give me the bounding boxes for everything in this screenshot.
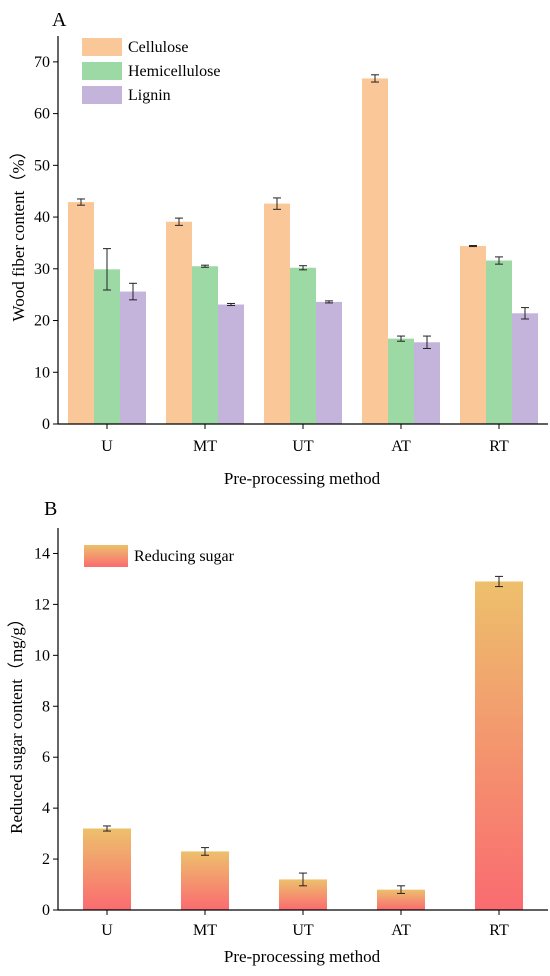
panel-a-legend-label: Hemicellulose — [128, 63, 220, 80]
panel-a-x-tick-label: AT — [391, 438, 411, 455]
panel-a-error-bar — [299, 265, 307, 271]
panel-b-x-tick-label: U — [101, 922, 113, 939]
panel-a-error-bar — [227, 302, 235, 307]
panel-a-x-tick-label: MT — [193, 438, 217, 455]
panel-a-bar-cellulose-at — [362, 78, 388, 425]
panel-a-chart: A 0 10 20 30 40 50 60 70 U MT UT AT RT Cellulose Hemi… — [9, 9, 548, 488]
panel-a-error-bar — [325, 300, 333, 304]
panel-a-bar-hemicellulose-mt — [192, 266, 218, 424]
panel-a-y-tick-label: 30 — [34, 261, 50, 278]
panel-b-bars — [83, 575, 523, 910]
panel-a-y-tick-label: 60 — [34, 106, 50, 123]
panel-a-error-bar — [469, 245, 477, 248]
panel-a-legend-label: Lignin — [128, 87, 171, 104]
panel-a-bar-lignin-mt — [218, 304, 244, 424]
panel-a-y-axis-title: Wood fiber content（%） — [9, 143, 28, 322]
panel-a-bar-cellulose-u — [68, 202, 94, 424]
panel-b-legend-label: Reducing sugar — [134, 548, 235, 565]
panel-label-b: B — [44, 498, 57, 520]
panel-a-error-bar — [103, 248, 111, 291]
panel-b-y-tick-label: 6 — [42, 749, 50, 766]
panel-a-bar-lignin-at — [414, 342, 440, 424]
panel-a-bar-lignin-rt — [512, 313, 538, 424]
panel-a-bar-hemicellulose-ut — [290, 267, 316, 424]
panel-a-bar-hemicellulose-at — [388, 338, 414, 424]
panel-b-error-bar — [299, 872, 307, 887]
panel-a-bar-cellulose-rt — [460, 246, 486, 424]
panel-a-error-bar — [371, 74, 379, 83]
panel-a-legend-label: Cellulose — [128, 39, 188, 56]
panel-a-error-bar — [273, 197, 281, 210]
panel-b-y-tick-label: 10 — [34, 647, 50, 664]
panel-a-y-tick-label: 10 — [34, 364, 50, 381]
panel-b-x-axis-title: Pre-processing method — [224, 947, 381, 966]
panel-a-legend-swatch — [82, 38, 122, 56]
panel-b-y-tick-label: 8 — [42, 698, 50, 715]
panel-b-x-tick-label: RT — [489, 922, 509, 939]
panel-b-x-tick-label: AT — [391, 922, 411, 939]
panel-b-bar-mt — [181, 851, 229, 910]
panel-a-y-tick-label: 70 — [34, 54, 50, 71]
panel-a-x-tick-label: RT — [489, 438, 509, 455]
panel-a-x-tick-label: U — [101, 438, 113, 455]
panel-b-y-axis-title: Reduced sugar content（mg/g） — [7, 610, 26, 834]
panel-a-bar-lignin-u — [120, 291, 146, 424]
panel-b-y-tick-label: 0 — [42, 902, 50, 919]
panel-a-error-bar — [423, 335, 431, 349]
panel-a-error-bar — [175, 217, 183, 226]
panel-b-bar-at — [377, 889, 425, 910]
panel-a-error-bar — [521, 307, 529, 320]
panel-a-error-bar — [201, 264, 209, 268]
panel-a-y-tick-label: 20 — [34, 313, 50, 330]
panel-a-error-bar — [77, 198, 85, 206]
panel-label-a: A — [52, 9, 67, 31]
panel-b-x-tick-label: UT — [292, 922, 314, 939]
panel-b-y-tick-label: 4 — [42, 800, 50, 817]
panel-b-y-tick-label: 14 — [34, 545, 50, 562]
panel-a-legend-swatch — [82, 62, 122, 80]
panel-a-bar-lignin-ut — [316, 301, 342, 424]
panel-a-error-bar — [495, 256, 503, 265]
panel-a-y-tick-label: 50 — [34, 157, 50, 174]
panel-b-x-tick-label: MT — [193, 922, 217, 939]
panel-a-bar-cellulose-mt — [166, 221, 192, 424]
panel-a-x-axis-title: Pre-processing method — [224, 469, 381, 488]
panel-a-axes: 0 10 20 30 40 50 60 70 U MT UT AT RT — [34, 36, 548, 455]
panel-b-y-tick-label: 2 — [42, 851, 50, 868]
panel-a-y-tick-label: 40 — [34, 209, 50, 226]
panel-a-y-tick-label: 0 — [42, 416, 50, 433]
panel-a-legend: Cellulose Hemicellulose Lignin — [82, 38, 220, 104]
panel-a-error-bar — [129, 282, 137, 301]
panel-a-bar-cellulose-ut — [264, 203, 290, 424]
panel-a-bars — [68, 74, 538, 425]
panel-b-error-bar — [397, 885, 405, 894]
panel-b-error-bar — [201, 847, 209, 856]
panel-b-bar-u — [83, 828, 131, 910]
panel-b-y-tick-label: 12 — [34, 596, 50, 613]
panel-a-bar-hemicellulose-u — [94, 269, 120, 424]
panel-a-error-bar — [397, 335, 405, 342]
panel-b-legend-swatch — [84, 545, 128, 567]
panel-b-error-bar — [103, 825, 111, 832]
panel-a-legend-swatch — [82, 86, 122, 104]
panel-b-chart: B 0 2 4 6 8 10 12 14 U MT UT AT RT Reducing sugar Pr… — [7, 498, 548, 966]
panel-b-bar-rt — [475, 581, 523, 910]
panel-b-legend: Reducing sugar — [84, 545, 235, 567]
panel-b-error-bar — [495, 575, 503, 588]
panel-a-bar-hemicellulose-rt — [486, 260, 512, 424]
panel-a-x-tick-label: UT — [292, 438, 314, 455]
panel-b-axes: 0 2 4 6 8 10 12 14 U MT UT AT RT — [34, 528, 548, 939]
